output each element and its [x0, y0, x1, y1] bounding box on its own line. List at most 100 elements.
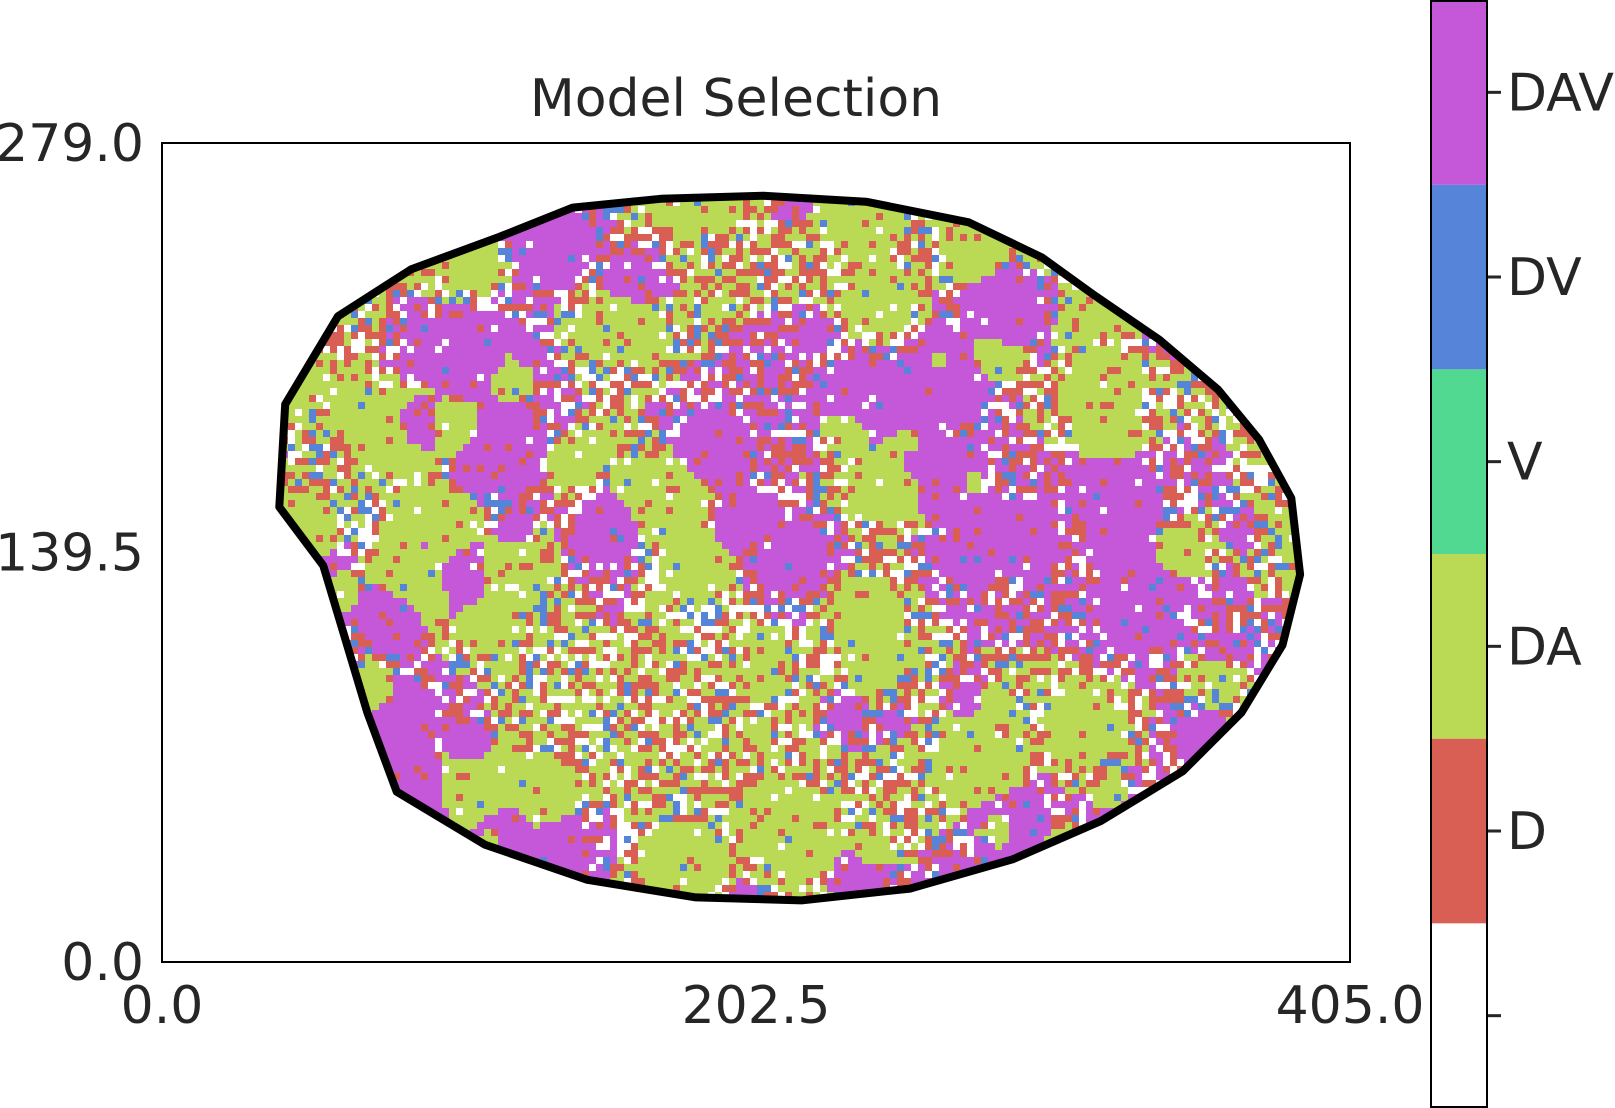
heatmap-cell	[1023, 150, 1030, 157]
heatmap-cell	[743, 199, 750, 206]
heatmap-cell	[981, 395, 988, 402]
heatmap-cell	[1023, 465, 1030, 472]
heatmap-cell	[1037, 381, 1044, 388]
heatmap-cell	[176, 402, 183, 409]
heatmap-cell	[1149, 409, 1156, 416]
heatmap-cell	[554, 199, 561, 206]
heatmap-cell	[939, 318, 946, 325]
heatmap-cell	[981, 402, 988, 409]
heatmap-cell	[778, 213, 785, 220]
heatmap-cell	[358, 325, 365, 332]
heatmap-cell	[1317, 227, 1324, 234]
heatmap-cell	[1149, 157, 1156, 164]
heatmap-cell	[1289, 150, 1296, 157]
heatmap-cell	[785, 178, 792, 185]
heatmap-cell	[1212, 185, 1219, 192]
heatmap-cell	[1205, 472, 1212, 479]
heatmap-cell	[295, 150, 302, 157]
heatmap-cell	[204, 472, 211, 479]
heatmap-cell	[652, 150, 659, 157]
heatmap-cell	[771, 409, 778, 416]
heatmap-cell	[1212, 339, 1219, 346]
heatmap-cell	[722, 430, 729, 437]
heatmap-cell	[939, 402, 946, 409]
heatmap-cell	[771, 346, 778, 353]
heatmap-cell	[526, 213, 533, 220]
heatmap-cell	[512, 171, 519, 178]
heatmap-cell	[1163, 402, 1170, 409]
heatmap-cell	[1058, 290, 1065, 297]
heatmap-cell	[526, 444, 533, 451]
heatmap-cell	[1219, 199, 1226, 206]
heatmap-cell	[771, 290, 778, 297]
heatmap-cell	[967, 325, 974, 332]
heatmap-cell	[1338, 290, 1345, 297]
heatmap-cell	[1058, 195, 1065, 199]
heatmap-cell	[1289, 262, 1296, 269]
heatmap-cell	[1170, 388, 1177, 395]
heatmap-cell	[827, 325, 834, 332]
heatmap-cell	[771, 311, 778, 318]
heatmap-cell	[1023, 290, 1030, 297]
heatmap-cell	[932, 332, 939, 339]
heatmap-cell	[883, 367, 890, 374]
heatmap-cell	[1051, 430, 1058, 437]
heatmap-cell	[953, 451, 960, 458]
heatmap-cell	[631, 395, 638, 402]
heatmap-cell	[1303, 276, 1310, 283]
heatmap-cell	[932, 437, 939, 444]
heatmap-cell	[1275, 374, 1282, 381]
heatmap-cell	[638, 297, 645, 304]
heatmap-cell	[946, 185, 953, 192]
heatmap-cell	[393, 346, 400, 353]
heatmap-cell	[568, 388, 575, 395]
heatmap-cell	[708, 339, 715, 346]
heatmap-cell	[694, 458, 701, 465]
heatmap-cell	[1296, 199, 1301, 206]
heatmap-cell	[498, 409, 505, 416]
heatmap-cell	[995, 171, 1002, 178]
heatmap-cell	[1058, 164, 1065, 171]
heatmap-cell	[400, 171, 407, 178]
heatmap-cell	[904, 451, 911, 458]
heatmap-cell	[771, 367, 778, 374]
heatmap-cell	[1065, 150, 1072, 157]
heatmap-cell	[1086, 195, 1093, 199]
heatmap-cell	[869, 374, 876, 381]
heatmap-cell	[316, 451, 323, 458]
heatmap-cell	[981, 325, 988, 332]
heatmap-cell	[925, 423, 932, 430]
heatmap-cell	[484, 311, 491, 318]
heatmap-cell	[757, 423, 764, 430]
heatmap-cell	[568, 241, 575, 248]
heatmap-cell	[1037, 465, 1044, 472]
heatmap-cell	[638, 262, 645, 269]
heatmap-cell	[1275, 451, 1282, 458]
heatmap-cell	[827, 451, 834, 458]
heatmap-cell	[379, 479, 386, 486]
heatmap-cell	[337, 227, 344, 234]
heatmap-cell	[673, 423, 680, 430]
heatmap-cell	[239, 423, 246, 430]
heatmap-cell	[666, 402, 673, 409]
heatmap-cell	[876, 339, 883, 346]
heatmap-cell	[498, 206, 505, 213]
heatmap-cell	[1317, 248, 1324, 255]
heatmap-cell	[1198, 465, 1205, 472]
heatmap-cell	[456, 325, 463, 332]
heatmap-cell	[225, 171, 232, 178]
heatmap-cell	[288, 318, 295, 325]
heatmap-cell	[547, 143, 554, 150]
heatmap-cell	[827, 353, 834, 360]
heatmap-cell	[260, 297, 267, 304]
heatmap-cell	[708, 290, 715, 297]
heatmap-cell	[505, 248, 512, 255]
heatmap-cell	[1191, 423, 1198, 430]
heatmap-cell	[617, 360, 624, 367]
heatmap-cell	[554, 374, 561, 381]
heatmap-cell	[1002, 430, 1009, 437]
heatmap-cell	[1226, 234, 1233, 241]
heatmap-cell	[1156, 416, 1163, 423]
heatmap-cell	[239, 346, 246, 353]
heatmap-cell	[1128, 332, 1135, 339]
